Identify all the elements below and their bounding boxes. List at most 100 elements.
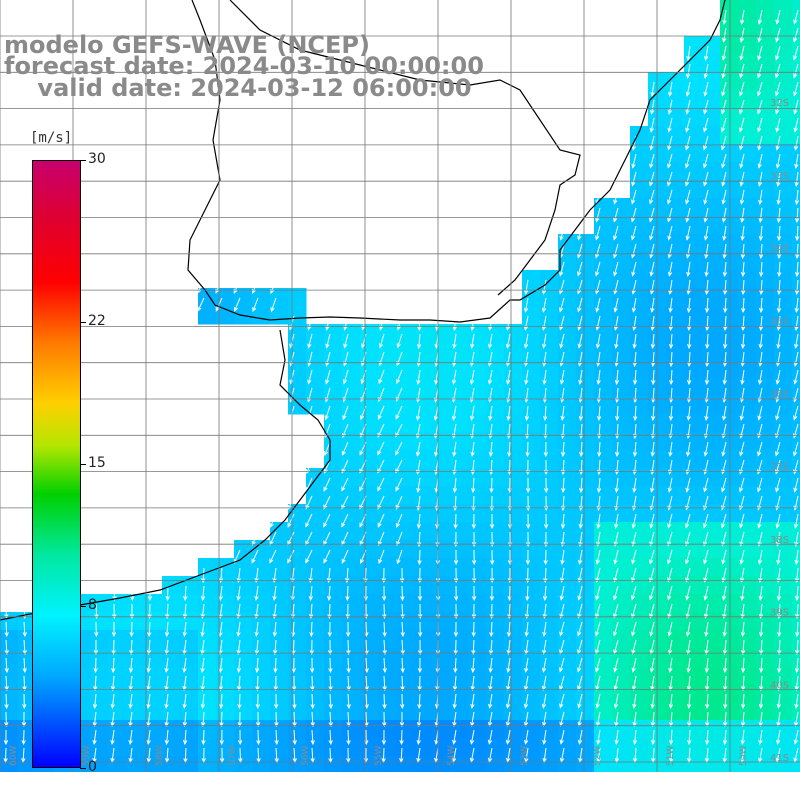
wind-arrow [757, 63, 763, 79]
wind-arrow [685, 81, 691, 97]
wind-speed-cell [540, 414, 559, 433]
wind-speed-cell [396, 594, 415, 613]
wind-arrow [378, 333, 385, 349]
wind-arrow [723, 315, 728, 332]
wind-speed-cell [414, 594, 433, 613]
wind-speed-cell [504, 504, 523, 523]
wind-arrow [721, 81, 727, 97]
wind-speed-cell [162, 630, 181, 649]
wind-arrow [739, 567, 745, 583]
wind-arrow [684, 153, 691, 169]
wind-speed-cell [630, 756, 649, 772]
wind-arrow [273, 693, 279, 710]
wind-speed-cell [702, 216, 721, 235]
wind-arrow [739, 45, 745, 61]
wind-arrow [577, 621, 583, 637]
wind-arrow [342, 369, 349, 385]
wind-arrow [721, 477, 727, 493]
wind-speed-cell [306, 756, 325, 772]
wind-arrow [489, 513, 495, 530]
wind-arrow [741, 657, 746, 674]
wind-arrow [364, 693, 369, 710]
wind-arrow [793, 369, 799, 385]
wind-arrow [795, 603, 800, 620]
wind-arrow [146, 693, 151, 710]
wind-speed-cell [504, 450, 523, 469]
wind-arrow [776, 279, 782, 296]
wind-arrow [795, 621, 800, 638]
wind-speed-cell [720, 306, 739, 325]
wind-arrow [577, 693, 583, 709]
wind-arrow [757, 405, 763, 421]
wind-arrow [759, 261, 764, 278]
wind-arrow [417, 657, 423, 674]
wind-arrow [146, 729, 151, 746]
wind-speed-cell [180, 720, 199, 739]
wind-arrow [129, 603, 135, 620]
wind-arrow [794, 189, 800, 206]
wind-arrow [595, 333, 601, 349]
wind-arrow [487, 729, 493, 745]
wind-arrow [399, 567, 405, 584]
wind-arrow [489, 585, 495, 602]
wind-arrow [542, 729, 547, 745]
wind-arrow [775, 513, 781, 529]
wind-speed-cell [792, 396, 800, 415]
wind-speed-cell [342, 666, 361, 685]
wind-speed-cell [324, 594, 343, 613]
wind-speed-cell [612, 558, 631, 577]
wind-arrow [559, 333, 565, 349]
title-valid-date: valid date: 2024-03-12 06:00:00 [4, 74, 472, 102]
wind-arrow [613, 531, 619, 547]
wind-speed-cell [234, 702, 253, 721]
wind-speed-cell [450, 522, 469, 541]
wind-arrow [470, 315, 475, 331]
wind-speed-cell [0, 738, 19, 757]
wind-arrow [794, 315, 799, 331]
wind-arrow [702, 153, 709, 169]
wind-speed-cell [684, 306, 703, 325]
wind-arrow [377, 405, 385, 420]
wind-speed-cell [18, 630, 37, 649]
wind-arrow [687, 351, 692, 368]
wind-speed-cell [792, 54, 800, 73]
wind-arrow [702, 135, 709, 151]
wind-arrow [739, 9, 745, 25]
wind-speed-cell [738, 162, 757, 181]
wind-speed-cell [558, 342, 577, 361]
wind-arrow [650, 693, 655, 710]
wind-arrow [379, 315, 385, 331]
wind-arrow [453, 639, 458, 656]
ocean-wind-field [0, 0, 800, 772]
colorbar-label: 0 [88, 759, 97, 775]
wind-speed-cell [450, 612, 469, 631]
wind-arrow [631, 513, 637, 529]
title-model: modelo GEFS-WAVE (NCEP) [4, 31, 370, 59]
wind-speed-cell [738, 432, 757, 451]
wind-arrow [649, 621, 655, 637]
wind-arrow [758, 567, 763, 583]
wind-arrow [543, 513, 549, 530]
wind-arrow [417, 675, 422, 692]
colorbar-label: 8 [88, 596, 97, 613]
wind-arrow [524, 639, 529, 655]
wind-arrow [721, 171, 727, 187]
wind-arrow [631, 297, 637, 313]
wind-arrow [667, 117, 673, 133]
wind-arrow [236, 639, 241, 656]
wind-speed-cell [108, 684, 127, 703]
wind-speed-cell [414, 522, 433, 541]
wind-arrow [685, 441, 691, 457]
wind-arrow [577, 603, 583, 619]
wind-speed-cell [414, 648, 433, 667]
wind-speed-cell [450, 540, 469, 559]
wind-speed-cell [414, 630, 433, 649]
wind-speed-cell [432, 630, 451, 649]
wind-speed-cell [234, 684, 253, 703]
wind-arrow [721, 531, 727, 547]
wind-arrow [794, 693, 799, 709]
wind-arrow [595, 297, 601, 313]
wind-arrow [470, 693, 475, 709]
wind-arrow [739, 135, 745, 151]
wind-arrow [236, 603, 241, 620]
